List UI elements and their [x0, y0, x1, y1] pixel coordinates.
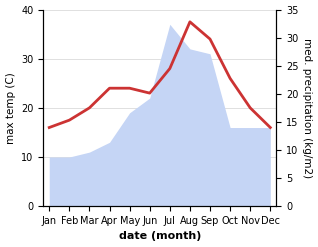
Y-axis label: med. precipitation (kg/m2): med. precipitation (kg/m2) [302, 38, 313, 178]
X-axis label: date (month): date (month) [119, 231, 201, 242]
Y-axis label: max temp (C): max temp (C) [5, 72, 16, 144]
